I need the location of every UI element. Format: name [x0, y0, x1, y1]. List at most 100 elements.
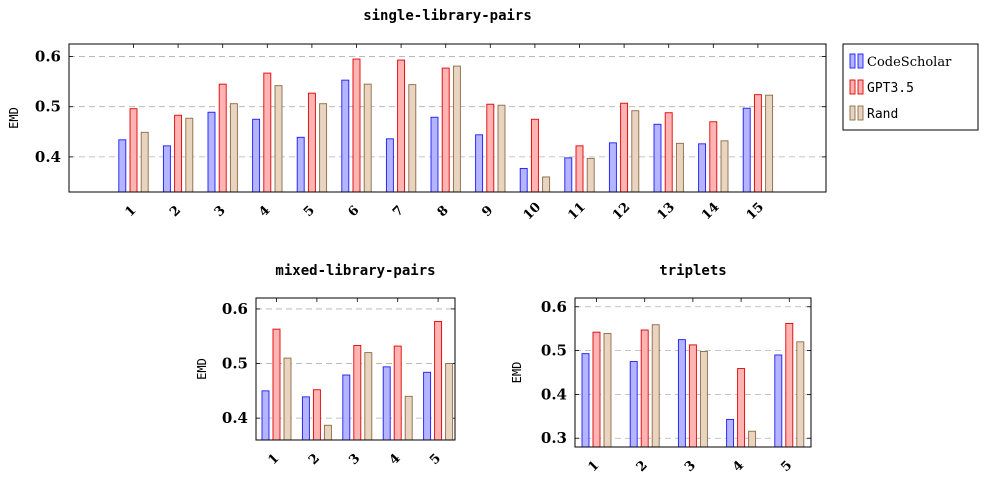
legend-swatch [857, 53, 864, 69]
bar-rand-9 [497, 104, 506, 193]
plot-frame [574, 297, 812, 448]
bar-gpt3-5-3 [688, 344, 697, 448]
bar-gpt3-5-5 [307, 92, 316, 193]
bar-codescholar-9 [475, 134, 484, 193]
bar-codescholar-3 [207, 111, 216, 193]
bar-rand-5 [796, 341, 805, 448]
bar-gpt3-5-4 [263, 72, 272, 193]
y-tick-label: 0.3 [541, 429, 567, 447]
bar-gpt3-5-2 [312, 389, 321, 441]
bar-codescholar-2 [301, 396, 310, 441]
legend-item-codescholar: CodeScholar [849, 53, 952, 70]
bar-gpt3-5-8 [441, 67, 450, 193]
x-tick-label: 12 [610, 200, 633, 223]
bar-codescholar-5 [423, 371, 432, 441]
bar-rand-8 [452, 65, 461, 193]
legend-swatch [857, 79, 864, 95]
x-tick-label: 15 [744, 200, 767, 223]
x-tick-label: 3 [682, 458, 699, 475]
y-tick-label: 0.4 [541, 385, 567, 403]
y-tick-label: 0.6 [541, 298, 567, 316]
legend-swatch [849, 105, 856, 121]
bar-rand-3 [364, 352, 373, 441]
bar-codescholar-2 [162, 145, 171, 193]
legend-item-rand: Rand [849, 105, 898, 122]
bar-rand-2 [185, 117, 194, 193]
x-tick-label: 1 [266, 451, 283, 468]
y-axis-label: EMD [7, 107, 21, 129]
legend-label: Rand [867, 107, 898, 122]
bar-gpt3-5-4 [737, 368, 746, 448]
bar-gpt3-5-7 [397, 59, 406, 193]
bar-gpt3-5-10 [530, 118, 539, 193]
bar-codescholar-7 [385, 138, 394, 193]
bar-gpt3-5-6 [352, 58, 361, 193]
bar-gpt3-5-1 [592, 331, 601, 448]
bar-codescholar-15 [742, 107, 751, 193]
bar-codescholar-6 [341, 79, 350, 193]
bar-codescholar-5 [296, 136, 305, 193]
bar-gpt3-5-2 [640, 329, 649, 448]
bar-codescholar-11 [564, 157, 573, 193]
legend-label: CodeScholar [867, 55, 952, 70]
bar-codescholar-4 [382, 366, 391, 441]
bar-rand-13 [675, 142, 684, 193]
bar-codescholar-13 [653, 123, 662, 193]
x-tick-label: 10 [521, 200, 544, 223]
bar-rand-12 [631, 110, 640, 193]
legend-box [842, 43, 979, 131]
chart-3: triplets EMD 0.3 0.4 0.5 0.6 1 2 3 4 5 [510, 263, 812, 475]
legend-swatch [849, 79, 856, 95]
legend-item-gpt3-5: GPT3.5 [849, 79, 914, 96]
y-tick-label: 0.5 [35, 98, 61, 116]
legend-swatch [849, 53, 856, 69]
x-tick-label: 3 [212, 203, 229, 220]
bar-rand-2 [323, 424, 332, 441]
x-tick-label: 5 [778, 458, 795, 475]
x-tick-label: 7 [390, 203, 407, 220]
bar-gpt3-5-15 [753, 94, 762, 193]
y-axis-label: EMD [195, 358, 209, 380]
plot-frame [255, 297, 456, 441]
bar-codescholar-3 [342, 374, 351, 441]
bar-rand-1 [603, 333, 612, 448]
bar-gpt3-5-1 [272, 328, 281, 441]
y-tick-label: 0.4 [35, 148, 61, 166]
bar-rand-5 [445, 363, 454, 441]
bar-gpt3-5-5 [434, 321, 443, 441]
bar-codescholar-4 [726, 418, 735, 448]
x-tick-label: 5 [301, 203, 318, 220]
bar-gpt3-5-4 [393, 345, 402, 441]
bar-codescholar-12 [608, 142, 617, 193]
x-tick-label: 4 [730, 458, 747, 475]
x-tick-label: 1 [123, 203, 140, 220]
bar-codescholar-8 [430, 116, 439, 193]
legend: CodeScholar GPT3.5 Rand [842, 43, 979, 131]
x-tick-label: 4 [256, 203, 273, 220]
x-tick-label: 6 [346, 203, 363, 220]
bar-rand-1 [283, 357, 292, 441]
x-tick-label: 2 [634, 458, 651, 475]
bar-gpt3-5-11 [575, 145, 584, 193]
bar-rand-7 [408, 84, 417, 193]
y-tick-label: 0.6 [222, 300, 248, 318]
x-tick-label: 5 [427, 451, 444, 468]
bar-rand-5 [319, 103, 328, 193]
bar-gpt3-5-13 [664, 112, 673, 193]
bar-codescholar-3 [677, 339, 686, 448]
bar-gpt3-5-1 [129, 108, 138, 193]
bar-rand-1 [140, 131, 149, 193]
bar-codescholar-2 [629, 361, 638, 448]
bar-codescholar-14 [698, 143, 707, 193]
bar-codescholar-1 [118, 139, 127, 193]
bar-gpt3-5-9 [486, 103, 495, 193]
bar-rand-15 [765, 94, 774, 193]
x-tick-label: 1 [586, 458, 603, 475]
x-tick-label: 3 [346, 451, 363, 468]
chart-2: mixed-library-pairs EMD 0.4 0.5 0.6 1 2 3 4 5 [195, 263, 456, 468]
bar-gpt3-5-12 [620, 102, 629, 193]
y-tick-label: 0.5 [222, 355, 248, 373]
